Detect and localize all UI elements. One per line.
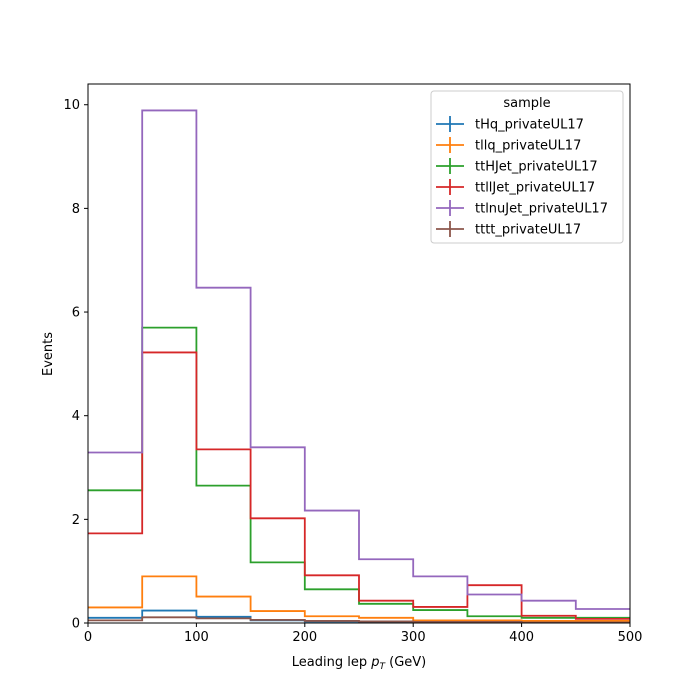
legend-entry: tHq_privateUL17	[436, 116, 584, 133]
series-line-tllq_privateUL17	[88, 575, 630, 622]
series-line-ttHJet_privateUL17	[88, 326, 630, 619]
legend-entry: tllq_privateUL17	[436, 137, 581, 154]
legend-label: ttHJet_privateUL17	[475, 160, 598, 175]
legend-label: tllq_privateUL17	[475, 139, 581, 154]
plot-area	[88, 109, 630, 624]
x-tick-label: 400	[509, 630, 534, 645]
series-line-ttlnuJet_privateUL17	[88, 109, 630, 610]
series-line-ttllJet_privateUL17	[88, 351, 630, 620]
y-tick-label: 2	[72, 513, 80, 528]
legend-label: ttllJet_privateUL17	[475, 181, 595, 196]
y-tick-label: 4	[72, 409, 80, 424]
x-tick-label: 200	[292, 630, 317, 645]
x-tick-label: 0	[84, 630, 92, 645]
y-tick-label: 6	[72, 306, 80, 321]
x-tick-label: 500	[618, 630, 643, 645]
legend-entry: tttt_privateUL17	[436, 221, 581, 238]
x-tick-label: 100	[184, 630, 209, 645]
y-tick-label: 8	[72, 202, 80, 217]
y-axis-label: Events	[41, 332, 56, 376]
x-tick-label: 300	[401, 630, 426, 645]
y-tick-label: 0	[72, 617, 80, 632]
legend-label: tHq_privateUL17	[475, 118, 584, 133]
legend-title: sample	[503, 96, 550, 111]
x-axis-label: Leading lep pT (GeV)	[292, 655, 426, 672]
legend: sample tHq_privateUL17 tllq_privateUL17tt…	[430, 90, 624, 244]
legend-entry: ttHJet_privateUL17	[436, 158, 598, 175]
legend-entry: ttllJet_privateUL17	[436, 179, 595, 196]
legend-label: tttt_privateUL17	[475, 223, 581, 238]
plot-frame	[87, 83, 631, 624]
series-line-tttt_privateUL17	[88, 616, 630, 624]
legend-entry: ttlnuJet_privateUL17	[436, 200, 608, 217]
y-axis-ticks: 0 2 4 6 8 10	[63, 98, 88, 632]
y-tick-label: 10	[63, 98, 80, 113]
legend-box	[430, 90, 624, 244]
legend-label: ttlnuJet_privateUL17	[475, 202, 608, 217]
x-axis-ticks: 0 100 200 300 400 500	[84, 623, 643, 645]
